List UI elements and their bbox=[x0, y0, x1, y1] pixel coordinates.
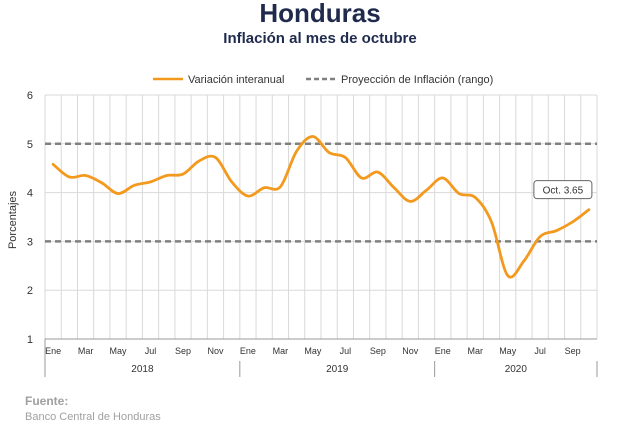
y-tick-label: 6 bbox=[27, 90, 33, 102]
y-tick-label: 1 bbox=[27, 334, 33, 346]
source-text: Banco Central de Honduras bbox=[25, 411, 161, 423]
chart-title: Honduras bbox=[259, 0, 381, 28]
data-point bbox=[587, 208, 591, 211]
data-point bbox=[538, 235, 542, 238]
y-tick-label: 2 bbox=[27, 285, 33, 297]
x-tick-label: May bbox=[110, 346, 128, 356]
data-point bbox=[230, 180, 233, 184]
x-tick-label: Ene bbox=[240, 346, 256, 356]
data-point bbox=[376, 170, 380, 174]
x-tick-label: Nov bbox=[402, 346, 419, 356]
year-label: 2019 bbox=[326, 364, 349, 375]
data-point bbox=[360, 176, 363, 180]
data-point bbox=[425, 188, 428, 192]
data-point bbox=[214, 156, 217, 159]
x-tick-label: Jul bbox=[534, 346, 546, 356]
y-tick-label: 4 bbox=[27, 188, 33, 200]
data-point bbox=[100, 181, 104, 185]
source-label: Fuente: bbox=[25, 394, 69, 408]
data-point bbox=[116, 192, 120, 195]
data-point bbox=[392, 186, 396, 189]
x-tick-label: Mar bbox=[273, 346, 289, 356]
data-point bbox=[409, 200, 412, 203]
data-point bbox=[68, 175, 71, 179]
legend: Variación interanual Proyección de Infla… bbox=[153, 74, 493, 86]
year-label: 2018 bbox=[131, 364, 154, 375]
chart-subtitle: Inflación al mes de octubre bbox=[223, 30, 417, 47]
y-tick-label: 3 bbox=[27, 236, 33, 248]
x-tick-label: Jul bbox=[340, 346, 352, 356]
data-point bbox=[246, 194, 250, 198]
year-label: 2020 bbox=[505, 364, 528, 375]
data-point bbox=[311, 135, 315, 138]
x-tick-label: Ene bbox=[435, 346, 451, 356]
data-point bbox=[198, 159, 201, 163]
data-point bbox=[149, 180, 152, 184]
annotation-label: Oct. 3.65 bbox=[543, 186, 584, 197]
data-point bbox=[262, 186, 266, 189]
data-point bbox=[295, 149, 298, 153]
x-tick-label: Sep bbox=[175, 346, 191, 356]
x-tick-label: Ene bbox=[45, 346, 61, 356]
data-point bbox=[490, 220, 493, 224]
x-tick-label: May bbox=[304, 346, 322, 356]
x-tick-label: Jul bbox=[145, 346, 157, 356]
data-point bbox=[474, 196, 477, 199]
data-point bbox=[555, 229, 558, 232]
data-point bbox=[506, 274, 509, 277]
data-point bbox=[441, 176, 444, 180]
data-point bbox=[457, 192, 461, 195]
x-tick-label: Nov bbox=[207, 346, 224, 356]
series-line-variacion-interanual bbox=[51, 135, 591, 279]
data-point bbox=[133, 184, 136, 187]
x-tick-label: Mar bbox=[467, 346, 483, 356]
x-tick-label: Sep bbox=[565, 346, 581, 356]
data-point bbox=[84, 174, 87, 177]
data-point bbox=[279, 185, 282, 188]
x-tick-label: May bbox=[499, 346, 517, 356]
x-tick-label: Sep bbox=[370, 346, 386, 356]
data-point bbox=[165, 174, 168, 177]
x-tick-label: Mar bbox=[78, 346, 94, 356]
data-point bbox=[344, 156, 347, 159]
y-axis-label: Porcentajes bbox=[7, 190, 19, 249]
data-point bbox=[327, 151, 331, 154]
data-point bbox=[51, 163, 55, 166]
legend-label-projection: Proyección de Inflación (rango) bbox=[341, 74, 493, 86]
y-tick-label: 5 bbox=[27, 139, 33, 151]
legend-label-series: Variación interanual bbox=[188, 74, 284, 86]
annotation-box bbox=[533, 180, 593, 200]
data-point bbox=[181, 172, 185, 176]
data-point bbox=[571, 220, 574, 224]
data-point bbox=[522, 259, 526, 263]
